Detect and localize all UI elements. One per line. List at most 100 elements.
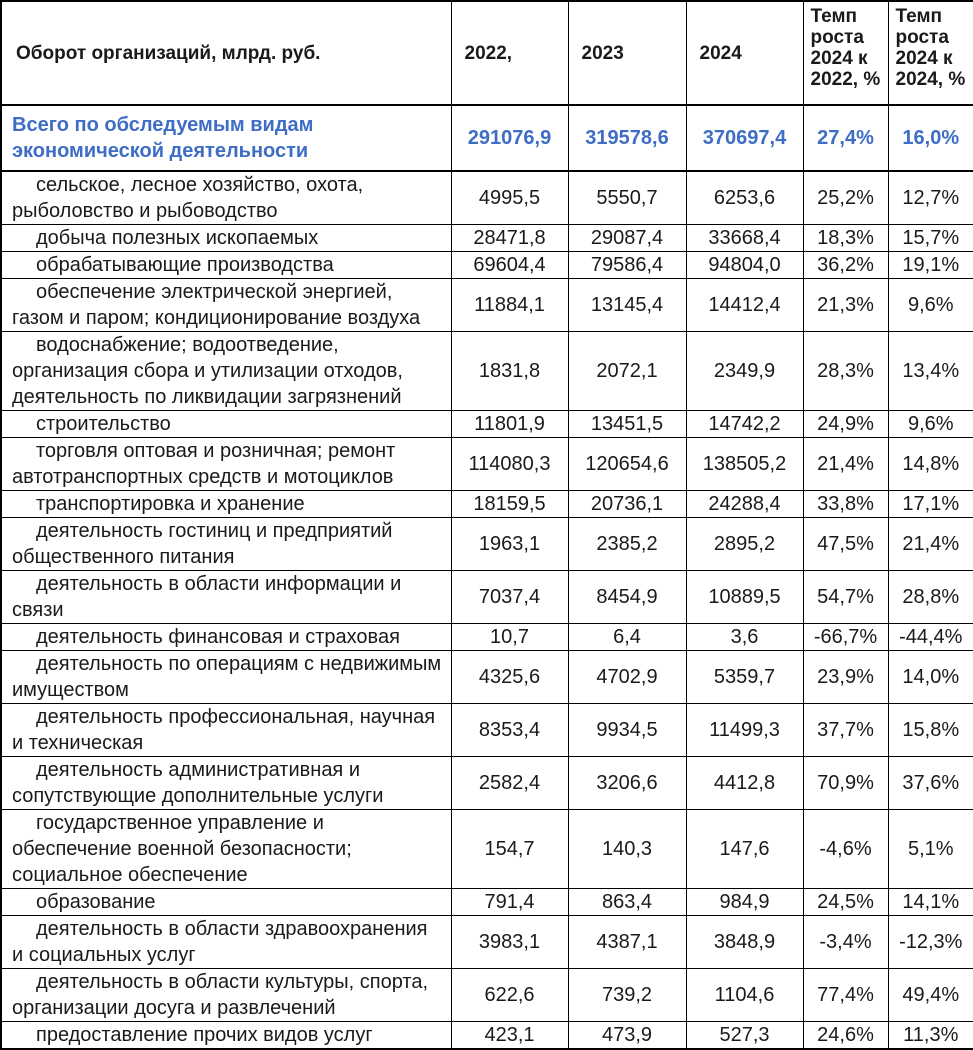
value-cell: 3,6 (685, 623, 804, 651)
value-cell: 4702,9 (567, 650, 687, 704)
table-row: строительство 11801,9 13451,5 14742,2 24,9% 9… (0, 410, 973, 438)
value-cell: 4325,6 (450, 650, 569, 704)
value-cell: 69604,4 (450, 251, 569, 279)
value-cell: 17,1% (887, 490, 973, 518)
value-cell: 21,3% (802, 278, 889, 332)
header-row: Оборот организаций, млрд. руб. 2022, 2023 2… (0, 0, 973, 106)
category-cell: деятельность гостиниц и предприятий обще… (0, 517, 452, 571)
table-row: государственное управление и обеспечение… (0, 809, 973, 889)
value-cell: 21,4% (887, 517, 973, 571)
value-cell: 24,5% (802, 888, 889, 916)
value-cell: 47,5% (802, 517, 889, 571)
value-cell: 7037,4 (450, 570, 569, 624)
table-row: предоставление прочих видов услуг 423,1 47… (0, 1021, 973, 1050)
value-cell: 2582,4 (450, 756, 569, 810)
value-cell: -44,4% (887, 623, 973, 651)
value-cell: 19,1% (887, 251, 973, 279)
value-cell: 21,4% (802, 437, 889, 491)
header-cell-y2024: 2024 (685, 0, 804, 106)
value-cell: 3848,9 (685, 915, 804, 969)
category-cell: образование (0, 888, 452, 916)
total-row: Всего по обследуемым видам экономической… (0, 104, 973, 172)
value-cell: 11,3% (887, 1021, 973, 1050)
category-cell: водоснабжение; водоотведение, организаци… (0, 331, 452, 411)
category-cell: обеспечение электрической энергией, газо… (0, 278, 452, 332)
value-cell: 114080,3 (450, 437, 569, 491)
table-row: торговля оптовая и розничная; ремонт авт… (0, 437, 973, 491)
category-cell: добыча полезных ископаемых (0, 224, 452, 252)
value-cell: 12,7% (887, 170, 973, 225)
value-cell: -4,6% (802, 809, 889, 889)
value-cell: 4412,8 (685, 756, 804, 810)
value-cell: 863,4 (567, 888, 687, 916)
table-row: деятельность в области информации и связ… (0, 570, 973, 624)
table-row: обеспечение электрической энергией, газо… (0, 278, 973, 332)
value-cell: 1963,1 (450, 517, 569, 571)
category-cell: деятельность в области информации и связ… (0, 570, 452, 624)
value-cell: 138505,2 (685, 437, 804, 491)
value-cell: 15,8% (887, 703, 973, 757)
table-row: деятельность по операциям с недвижимым и… (0, 650, 973, 704)
value-cell: 79586,4 (567, 251, 687, 279)
value-cell: 622,6 (450, 968, 569, 1022)
value-cell: 24288,4 (685, 490, 804, 518)
value-cell: 14742,2 (685, 410, 804, 438)
value-cell: 54,7% (802, 570, 889, 624)
value-cell: 20736,1 (567, 490, 687, 518)
category-cell: деятельность в области культуры, спорта,… (0, 968, 452, 1022)
value-cell: 33,8% (802, 490, 889, 518)
value-cell: 984,9 (685, 888, 804, 916)
value-cell: 739,2 (567, 968, 687, 1022)
value-cell: 120654,6 (567, 437, 687, 491)
header-cell-y2022: 2022, (450, 0, 569, 106)
value-cell: 791,4 (450, 888, 569, 916)
value-cell: 9,6% (887, 278, 973, 332)
value-cell: 5550,7 (567, 170, 687, 225)
value-cell: 8454,9 (567, 570, 687, 624)
value-cell: 28471,8 (450, 224, 569, 252)
value-cell: 36,2% (802, 251, 889, 279)
header-cell-growth-2024-2022: Темп роста 2024 к 2022, % (802, 0, 889, 106)
value-cell: 70,9% (802, 756, 889, 810)
value-cell: 423,1 (450, 1021, 569, 1050)
value-cell: 14,1% (887, 888, 973, 916)
category-cell: предоставление прочих видов услуг (0, 1021, 452, 1050)
value-cell: 28,3% (802, 331, 889, 411)
category-cell: деятельность административная и сопутств… (0, 756, 452, 810)
value-cell: 10,7 (450, 623, 569, 651)
value-cell: 24,9% (802, 410, 889, 438)
value-cell: 154,7 (450, 809, 569, 889)
category-cell: торговля оптовая и розничная; ремонт авт… (0, 437, 452, 491)
value-cell: 77,4% (802, 968, 889, 1022)
value-cell: 147,6 (685, 809, 804, 889)
total-value-cell: 291076,9 (450, 104, 569, 172)
value-cell: 2349,9 (685, 331, 804, 411)
value-cell: 473,9 (567, 1021, 687, 1050)
value-cell: 11499,3 (685, 703, 804, 757)
value-cell: 5359,7 (685, 650, 804, 704)
value-cell: 37,7% (802, 703, 889, 757)
value-cell: -3,4% (802, 915, 889, 969)
value-cell: 23,9% (802, 650, 889, 704)
value-cell: 9934,5 (567, 703, 687, 757)
table-row: деятельность в области культуры, спорта,… (0, 968, 973, 1022)
table-row: транспортировка и хранение 18159,5 20736,1… (0, 490, 973, 518)
value-cell: -66,7% (802, 623, 889, 651)
value-cell: 29087,4 (567, 224, 687, 252)
table-row: водоснабжение; водоотведение, организаци… (0, 331, 973, 411)
category-cell: деятельность профессиональная, научная и… (0, 703, 452, 757)
value-cell: 28,8% (887, 570, 973, 624)
header-cell-y2023: 2023 (567, 0, 687, 106)
category-cell: деятельность финансовая и страховая (0, 623, 452, 651)
table-row: образование 791,4 863,4 984,9 24,5% 14,1% (0, 888, 973, 916)
value-cell: 13145,4 (567, 278, 687, 332)
value-cell: 527,3 (685, 1021, 804, 1050)
category-cell: деятельность в области здравоохранения и… (0, 915, 452, 969)
table-row: деятельность в области здравоохранения и… (0, 915, 973, 969)
value-cell: 6253,6 (685, 170, 804, 225)
value-cell: 2895,2 (685, 517, 804, 571)
category-cell: обрабатывающие производства (0, 251, 452, 279)
table-body: Всего по обследуемым видам экономической… (0, 104, 973, 1050)
value-cell: 13451,5 (567, 410, 687, 438)
value-cell: 140,3 (567, 809, 687, 889)
